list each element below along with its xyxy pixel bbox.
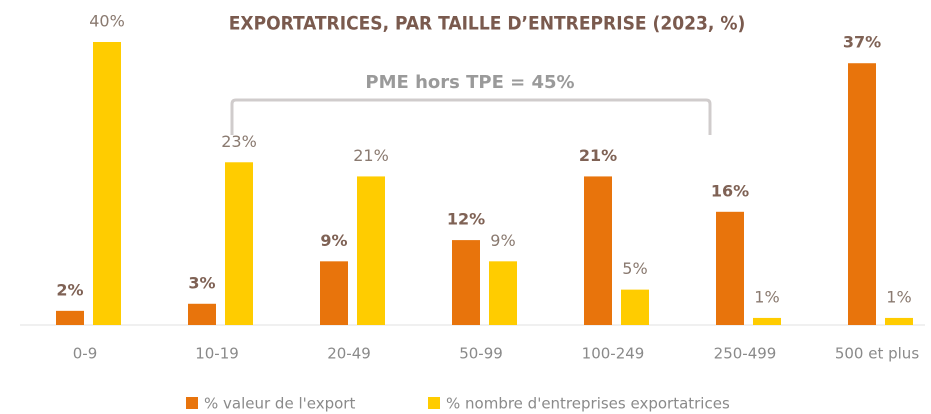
chart-title: EXPORTATRICES, PAR TAILLE D’ENTREPRISE (… [229, 13, 746, 35]
bar [489, 261, 517, 325]
legend-swatch [428, 397, 440, 409]
bar [753, 317, 781, 325]
bar [357, 176, 385, 325]
value-label: 9% [320, 231, 347, 250]
bar [93, 42, 121, 325]
legend-label: % nombre d'entreprises exportatrices [446, 395, 730, 413]
value-label: 3% [188, 273, 215, 292]
x-tick-label: 100-249 [582, 345, 645, 363]
value-label: 2% [56, 280, 83, 299]
annotation: PME hors TPE = 45% [365, 72, 574, 93]
value-label: 16% [711, 181, 749, 200]
bar [320, 261, 348, 325]
value-label: 37% [843, 33, 881, 52]
bar [885, 317, 913, 325]
x-tick-label: 250-499 [714, 345, 777, 363]
value-label: 9% [490, 231, 515, 250]
value-label: 5% [622, 259, 647, 278]
value-label: 40% [89, 12, 125, 31]
bar [188, 303, 216, 325]
value-label: 21% [353, 146, 389, 165]
legend-label: % valeur de l'export [204, 395, 355, 413]
bar [621, 289, 649, 325]
bar [225, 162, 253, 325]
x-tick-label: 0-9 [73, 345, 98, 363]
bar [716, 211, 744, 325]
value-label: 12% [447, 210, 485, 229]
value-label: 1% [754, 287, 779, 306]
bracket [230, 98, 712, 135]
value-label: 1% [886, 287, 911, 306]
x-tick-label: 10-19 [195, 345, 239, 363]
x-tick-label: 50-99 [459, 345, 503, 363]
x-tick-label: 500 et plus [835, 345, 919, 363]
bar [584, 176, 612, 325]
legend-swatch [186, 397, 198, 409]
bar [452, 240, 480, 325]
bar [56, 310, 84, 325]
value-label: 21% [579, 146, 617, 165]
bar [848, 63, 876, 325]
value-label: 23% [221, 132, 257, 151]
x-tick-label: 20-49 [327, 345, 371, 363]
